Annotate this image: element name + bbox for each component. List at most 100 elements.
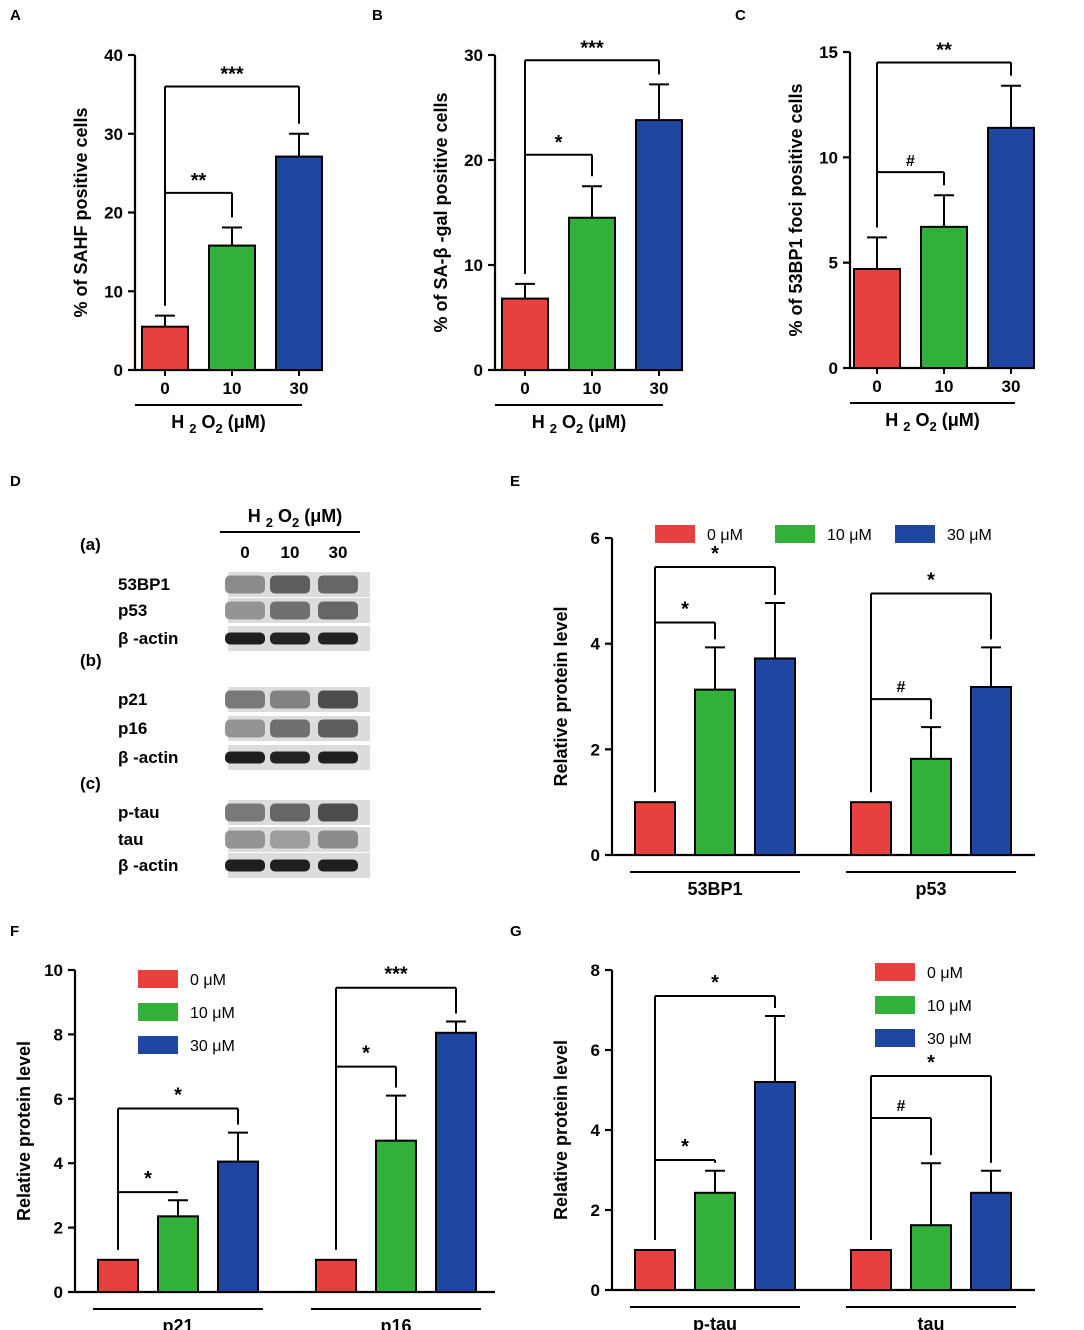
y-tick-label: 10 (464, 256, 483, 275)
y-tick-label: 30 (104, 125, 123, 144)
y-tick-label: 5 (829, 254, 838, 273)
blot-band (270, 719, 310, 738)
x-group-label: p16 (380, 1316, 411, 1330)
legend-label: 0 μM (927, 965, 963, 982)
bar-tau-10μM (910, 1224, 952, 1291)
bar-53BP1-10μM (694, 688, 736, 856)
x-axis-title-part: (μM) (583, 412, 626, 432)
significance-label: # (897, 1098, 906, 1115)
blot-band-label: β -actin (118, 856, 178, 875)
y-axis-title: Relative protein level (551, 1040, 571, 1220)
legend-label: 10 μM (190, 1005, 235, 1022)
x-axis-title-subscript: 2 (576, 421, 583, 436)
blot-section-label: (c) (80, 774, 101, 793)
y-axis-title: Relative protein level (14, 1041, 34, 1221)
x-axis-title-part: O (557, 412, 576, 432)
significance-label: * (174, 1084, 182, 1106)
legend: 0 μM 10 μM 30 μM (138, 970, 235, 1055)
legend-swatch (875, 963, 915, 981)
legend-swatch (875, 996, 915, 1014)
blot-band (318, 690, 358, 709)
x-group-label: 53BP1 (687, 879, 742, 899)
blot-band (270, 859, 310, 872)
x-group-label: p53 (915, 879, 946, 899)
panel-label-b: B (372, 7, 383, 24)
blot-band (225, 601, 265, 620)
y-tick-label: 15 (819, 43, 838, 62)
x-axis-title-part: H (171, 412, 189, 432)
blot-band (270, 601, 310, 620)
blot-band (270, 575, 310, 594)
x-axis-title-part: O (196, 412, 215, 432)
bar-p21-30μM (217, 1160, 259, 1293)
bar-53BP1-0μM (634, 801, 676, 857)
blot-section-label: (b) (80, 651, 102, 670)
chart-panel-g: 0 2 4 6 8 Relative protein level p-tau tau * * # * 0… (551, 961, 1035, 1330)
significance-label: * (711, 972, 719, 994)
y-axis-title: % of SAHF positive cells (71, 107, 91, 317)
x-axis-title-subscript: 2 (930, 419, 937, 434)
panel-label-g: G (510, 923, 522, 940)
y-tick-label: 8 (54, 1025, 63, 1044)
panel-label-c: C (735, 7, 746, 24)
y-tick-label: 4 (54, 1154, 64, 1173)
y-axis-title: % of 53BP1 foci positive cells (786, 83, 806, 336)
blot-band-label: p-tau (118, 803, 160, 822)
x-tick-label: 10 (583, 379, 602, 398)
legend-label: 30 μM (190, 1038, 235, 1055)
chart-panel-c: 0 5 10 15 % of 53BP1 foci positive cells 0 10 3… (786, 40, 1035, 434)
bar-0 (853, 267, 901, 369)
western-blot: H 2 O2 (μM) 0 10 30 (a) 53BP1 p53 β -actin (b) p2… (80, 506, 370, 878)
legend-swatch (775, 525, 815, 543)
x-axis-title-subscript: 2 (189, 421, 196, 436)
bar-p53-30μM (970, 685, 1012, 856)
y-tick-label: 2 (591, 1201, 600, 1220)
blot-band (225, 719, 265, 738)
significance-label: *** (220, 64, 244, 86)
bar-0 (501, 297, 549, 372)
panel-label-d: D (10, 473, 21, 490)
y-tick-label: 0 (591, 846, 600, 865)
y-tick-label: 2 (591, 740, 600, 759)
x-axis-title-subscript: 2 (550, 421, 557, 436)
bar-p53-10μM (910, 757, 952, 856)
x-axis-title-part: O (910, 410, 929, 430)
significance-label: *** (580, 37, 604, 59)
y-tick-label: 2 (54, 1219, 63, 1238)
significance-label: * (681, 599, 689, 621)
significance-label: ** (936, 40, 952, 62)
bar-10 (208, 244, 256, 371)
legend-label: 10 μM (827, 527, 872, 544)
blot-band (318, 751, 358, 764)
panel-label-e: E (510, 473, 520, 490)
y-tick-label: 4 (591, 635, 601, 654)
y-tick-label: 20 (104, 204, 123, 223)
blot-band (225, 803, 265, 822)
y-tick-label: 10 (44, 961, 63, 980)
y-tick-label: 0 (114, 361, 123, 380)
x-group-label: p21 (162, 1316, 193, 1330)
y-tick-label: 0 (829, 359, 838, 378)
y-tick-label: 4 (591, 1121, 601, 1140)
blot-band (318, 575, 358, 594)
significance-label: # (906, 153, 915, 170)
bar-p-tau-10μM (694, 1191, 736, 1292)
legend-swatch (895, 525, 935, 543)
y-tick-label: 6 (54, 1090, 63, 1109)
x-axis-title: H 2 O2 (μM) (171, 412, 265, 436)
legend-swatch (138, 1003, 178, 1021)
x-axis-title-part: H (532, 412, 550, 432)
blot-band-label: p53 (118, 601, 147, 620)
blot-band (270, 632, 310, 645)
x-group-label: tau (918, 1314, 945, 1330)
lane-label: 30 (329, 543, 348, 562)
significance-label: * (144, 1168, 152, 1190)
x-tick-label: 0 (520, 379, 529, 398)
bar-10 (568, 216, 616, 371)
legend: 0 μM 10 μM 30 μM (875, 963, 972, 1048)
x-axis-title-part: (μM) (937, 410, 980, 430)
x-axis-title: H 2 O2 (μM) (532, 412, 626, 436)
x-tick-label: 30 (290, 379, 309, 398)
